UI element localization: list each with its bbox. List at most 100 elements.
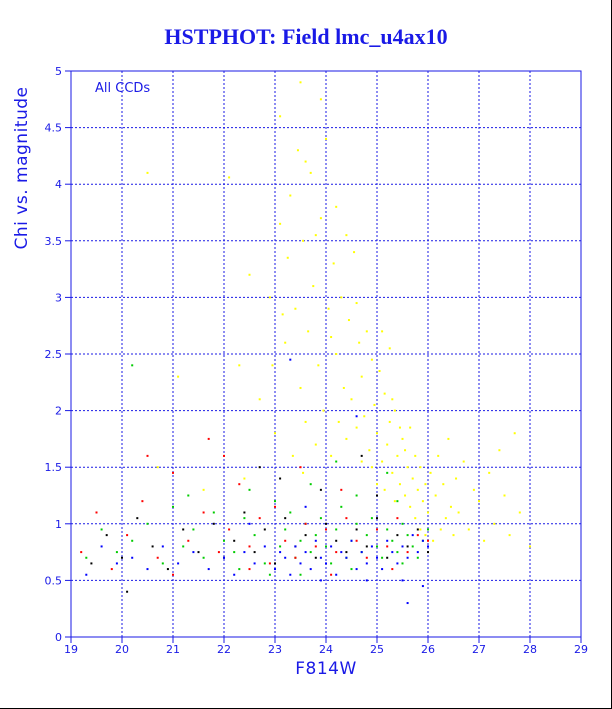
data-point: [187, 494, 190, 497]
x-tick-label: 26: [421, 643, 435, 656]
data-point: [365, 556, 368, 559]
data-point: [386, 556, 389, 559]
data-point: [309, 171, 312, 174]
data-point: [286, 256, 289, 259]
data-point: [335, 205, 338, 208]
data-point: [95, 511, 98, 514]
data-point: [314, 556, 317, 559]
data-point: [411, 534, 414, 537]
data-point: [248, 568, 251, 571]
data-point: [85, 573, 88, 576]
data-point: [121, 556, 123, 559]
data-point: [253, 562, 256, 565]
data-point: [268, 562, 271, 565]
data-point: [391, 568, 394, 571]
data-point: [462, 460, 465, 463]
x-tick-label: 28: [523, 643, 537, 656]
data-point: [439, 528, 442, 531]
data-point: [146, 522, 149, 525]
data-point: [182, 545, 185, 548]
data-point: [381, 460, 384, 463]
data-point: [391, 398, 394, 401]
data-point: [85, 556, 88, 559]
data-point: [314, 539, 317, 542]
data-point: [416, 556, 419, 559]
data-point: [401, 522, 404, 525]
data-point: [335, 573, 338, 576]
data-point: [172, 471, 174, 474]
data-point: [396, 551, 399, 554]
data-point: [421, 539, 424, 542]
data-point: [258, 398, 261, 401]
data-point: [166, 568, 169, 571]
data-point: [416, 551, 419, 554]
y-tick-label: 0: [55, 631, 62, 644]
data-point: [421, 585, 424, 588]
data-point: [483, 539, 486, 542]
data-point: [365, 330, 368, 333]
data-point: [126, 590, 129, 593]
data-point: [340, 488, 343, 491]
data-point: [335, 460, 338, 463]
data-point: [360, 551, 363, 554]
data-point: [419, 466, 422, 469]
data-point: [472, 488, 475, 491]
data-point: [325, 545, 327, 548]
data-point: [233, 573, 236, 576]
data-point: [427, 511, 429, 514]
data-point: [386, 443, 389, 446]
data-point: [289, 573, 292, 576]
data-point: [309, 483, 312, 486]
chart-title: HSTPHOT: Field lmc_u4ax10: [164, 24, 448, 49]
data-point: [355, 426, 358, 429]
data-point: [332, 262, 335, 265]
data-point: [376, 556, 378, 559]
data-point: [325, 562, 327, 565]
data-point: [457, 511, 460, 514]
data-point: [136, 517, 139, 520]
y-tick-label: 3.5: [45, 235, 63, 248]
data-point: [360, 460, 363, 463]
data-point: [161, 545, 164, 548]
data-point: [427, 539, 429, 542]
data-point: [228, 176, 231, 179]
data-point: [381, 330, 384, 333]
data-point: [238, 483, 241, 486]
data-point: [330, 562, 333, 565]
data-point: [299, 573, 302, 576]
data-point: [271, 364, 274, 367]
data-point: [279, 477, 282, 480]
y-tick-label: 1: [55, 518, 62, 531]
data-point: [233, 551, 236, 554]
data-point: [455, 477, 458, 480]
data-point: [319, 217, 322, 220]
data-point: [253, 534, 256, 537]
data-point: [427, 528, 429, 531]
data-point: [406, 602, 409, 605]
data-point: [197, 551, 200, 554]
data-point: [498, 449, 501, 452]
data-point: [202, 556, 205, 559]
data-point: [319, 517, 322, 520]
data-point: [406, 534, 409, 537]
data-point: [212, 511, 215, 514]
data-point: [396, 500, 399, 503]
data-point: [274, 568, 276, 571]
plot-annotation: All CCDs: [95, 81, 150, 96]
data-point: [110, 568, 113, 571]
data-point: [404, 449, 407, 452]
data-point: [383, 392, 386, 395]
data-point: [243, 511, 246, 514]
data-point: [449, 505, 452, 508]
data-point: [263, 545, 266, 548]
data-point: [330, 545, 333, 548]
data-point: [309, 568, 312, 571]
data-point: [401, 437, 404, 440]
data-point: [284, 528, 287, 531]
data-point: [411, 477, 414, 480]
data-point: [508, 534, 511, 537]
data-point: [493, 522, 496, 525]
data-point: [340, 505, 343, 508]
data-point: [172, 573, 174, 576]
